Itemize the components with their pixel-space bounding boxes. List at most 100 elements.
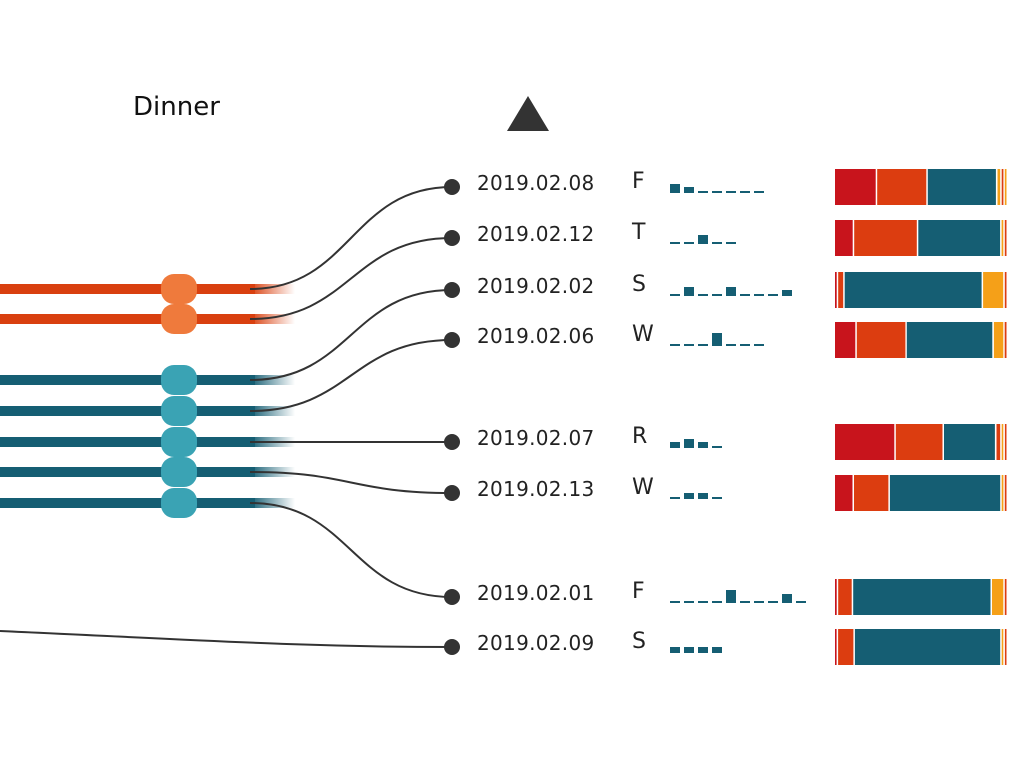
spark-bar: [670, 184, 680, 193]
link-curve-6: [249, 502, 453, 598]
row-anchor-dot[interactable]: [444, 589, 460, 605]
meal-label: Dinner: [133, 92, 220, 122]
row-weekday: W: [632, 475, 654, 500]
row-composition-bar[interactable]: [835, 577, 1015, 617]
row-anchor-dot[interactable]: [444, 639, 460, 655]
composition-segment: [854, 629, 1001, 665]
row-composition-bar[interactable]: [835, 320, 1015, 360]
composition-segment: [1004, 220, 1007, 256]
track-node-2[interactable]: [161, 365, 197, 395]
sort-triangle-icon[interactable]: [507, 96, 549, 131]
track-node-6[interactable]: [161, 488, 197, 518]
track-node-1[interactable]: [161, 304, 197, 334]
spark-bar: [670, 497, 680, 499]
row-composition-bar[interactable]: [835, 473, 1015, 513]
row-anchor-dot[interactable]: [444, 230, 460, 246]
row-weekday: R: [632, 424, 648, 449]
composition-segment: [927, 169, 996, 205]
row-anchor-dot[interactable]: [444, 282, 460, 298]
date-row[interactable]: 2019.02.02 S: [0, 270, 1024, 310]
date-row[interactable]: 2019.02.13 W: [0, 473, 1024, 513]
row-composition-bar[interactable]: [835, 422, 1015, 462]
spark-bar: [684, 344, 694, 346]
track-bar-2: [0, 375, 255, 385]
composition-segment: [835, 579, 837, 615]
spark-bar: [754, 191, 764, 193]
row-anchor-dot[interactable]: [444, 434, 460, 450]
row-anchor-dot[interactable]: [444, 179, 460, 195]
spark-bar: [782, 290, 792, 296]
track-bar-5: [0, 467, 255, 477]
track-node-4[interactable]: [161, 427, 197, 457]
row-weekday: F: [632, 169, 645, 194]
row-composition-bar[interactable]: [835, 218, 1015, 258]
spark-bar: [670, 601, 680, 603]
composition-segment: [918, 220, 1001, 256]
spark-bar: [684, 187, 694, 193]
composition-segment: [992, 579, 1004, 615]
composition-segment: [1001, 220, 1004, 256]
row-weekday: S: [632, 272, 646, 297]
spark-bar: [698, 235, 708, 244]
date-row[interactable]: 2019.02.09 S: [0, 627, 1024, 667]
spark-bar: [754, 601, 764, 603]
composition-segment: [838, 629, 854, 665]
row-weekday: F: [632, 579, 645, 604]
track-fade-6: [250, 498, 295, 508]
composition-segment: [1004, 424, 1007, 460]
row-composition-bar[interactable]: [835, 627, 1015, 667]
composition-segment: [997, 169, 1001, 205]
track-node-3[interactable]: [161, 396, 197, 426]
link-curve-0: [249, 186, 453, 290]
track-node-5[interactable]: [161, 457, 197, 487]
row-composition-bar[interactable]: [835, 167, 1015, 207]
spark-bar: [698, 191, 708, 193]
spark-bar: [684, 439, 694, 448]
spark-bar: [698, 647, 708, 653]
composition-segment: [853, 579, 991, 615]
link-curve-2: [249, 289, 453, 381]
date-row[interactable]: 2019.02.08 F: [0, 167, 1024, 207]
spark-bar: [740, 191, 750, 193]
spark-bar: [698, 601, 708, 603]
spark-bar: [796, 601, 806, 603]
spark-bar: [740, 344, 750, 346]
row-composition-bar[interactable]: [835, 270, 1015, 310]
date-row[interactable]: 2019.02.12 T: [0, 218, 1024, 258]
date-row[interactable]: 2019.02.07 R: [0, 422, 1024, 462]
composition-segment: [854, 220, 917, 256]
row-date: 2019.02.08: [477, 171, 595, 195]
composition-segment: [838, 272, 844, 308]
composition-segment: [854, 475, 889, 511]
track-fade-0: [250, 284, 295, 294]
row-sparkline: [670, 287, 792, 296]
row-sparkline: [670, 590, 806, 603]
spark-bar: [670, 442, 680, 448]
composition-segment: [1004, 579, 1007, 615]
row-anchor-dot[interactable]: [444, 485, 460, 501]
composition-segment: [835, 475, 853, 511]
spark-bar: [684, 493, 694, 499]
spark-bar: [670, 242, 680, 244]
link-curve-7: [0, 630, 453, 648]
spark-bar: [670, 344, 680, 346]
row-sparkline: [670, 493, 722, 499]
date-row[interactable]: 2019.02.06 W: [0, 320, 1024, 360]
row-anchor-dot[interactable]: [444, 332, 460, 348]
spark-bar: [698, 442, 708, 448]
row-sparkline: [670, 647, 722, 653]
row-sparkline: [670, 235, 736, 244]
composition-segment: [889, 475, 1001, 511]
date-row[interactable]: 2019.02.01 F: [0, 577, 1024, 617]
spark-bar: [712, 242, 722, 244]
row-sparkline: [670, 333, 764, 346]
spark-bar: [712, 601, 722, 603]
composition-segment: [1001, 424, 1004, 460]
row-date: 2019.02.12: [477, 222, 595, 246]
track-bar-0: [0, 284, 255, 294]
spark-bar: [726, 590, 736, 603]
track-node-0[interactable]: [161, 274, 197, 304]
track-fade-1: [250, 314, 295, 324]
spark-bar: [712, 497, 722, 499]
